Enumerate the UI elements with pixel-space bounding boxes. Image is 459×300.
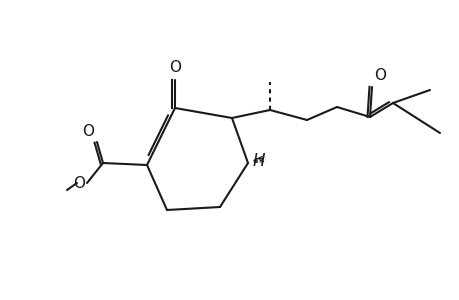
Text: O: O: [373, 68, 385, 83]
Text: H: H: [252, 152, 265, 170]
Text: O: O: [168, 60, 180, 75]
Text: O: O: [82, 124, 94, 139]
Text: O: O: [73, 176, 85, 190]
